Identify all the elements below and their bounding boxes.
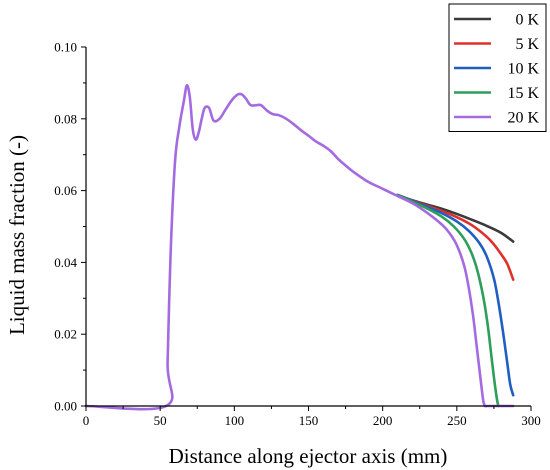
series-line-20-k — [84, 84, 515, 411]
x-axis-title: Distance along ejector axis (mm) — [169, 444, 448, 468]
x-tick-label: 200 — [373, 413, 393, 428]
x-tick-label: 0 — [83, 413, 90, 428]
x-tick-label: 100 — [225, 413, 245, 428]
series-line-15-k — [396, 193, 500, 408]
x-tick-label: 50 — [154, 413, 167, 428]
legend-label-20-k: 20 K — [507, 110, 539, 127]
y-tick-label: 0.02 — [54, 327, 77, 342]
x-tick-label: 150 — [299, 413, 319, 428]
y-tick-label: 0.08 — [54, 111, 77, 126]
y-tick-label: 0.06 — [54, 183, 77, 198]
y-tick-label: 0.10 — [54, 40, 77, 55]
legend: 0 K 5 K 10 K 15 K 20 K — [448, 3, 547, 132]
x-tick-label: 300 — [521, 413, 541, 428]
y-tick-label: 0.00 — [54, 399, 77, 414]
legend-label-5-k: 5 K — [515, 36, 539, 53]
legend-label-10-k: 10 K — [507, 61, 539, 78]
y-tick-label: 0.04 — [54, 255, 77, 270]
x-tick-label: 250 — [447, 413, 467, 428]
legend-label-15-k: 15 K — [507, 85, 539, 102]
ticks: 0 50 100 150 200 250 300 0.00 0.02 0.04 0.06 0.08 0.… — [54, 40, 541, 429]
y-axis-title: Liquid mass fraction (-) — [5, 135, 29, 335]
series-line-5-k — [396, 193, 515, 281]
legend-label-0-k: 0 K — [515, 12, 539, 29]
plot-lines — [84, 84, 515, 411]
series-line-10-k — [396, 193, 515, 397]
